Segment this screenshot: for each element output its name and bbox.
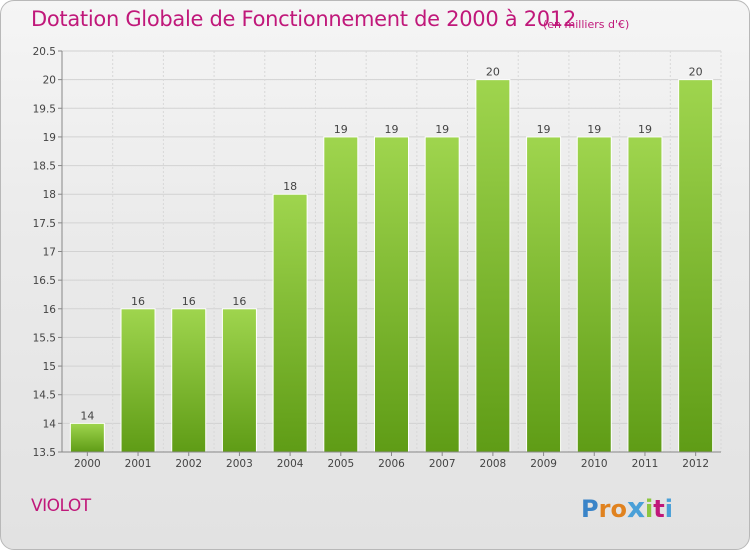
bar-2003	[221, 308, 257, 453]
data-label-2009: 19	[537, 123, 551, 136]
y-tick-label: 14.5	[33, 390, 56, 402]
y-tick-label: 16	[43, 304, 57, 316]
data-label-2012: 20	[689, 66, 703, 79]
data-label-2001: 16	[131, 295, 145, 308]
x-tick-label-2008: 2008	[480, 458, 507, 470]
bar-2010	[576, 136, 612, 453]
bar-2009	[526, 136, 562, 453]
data-label-2004: 18	[283, 180, 297, 193]
data-label-2003: 16	[232, 295, 246, 308]
logo-letter: r	[598, 495, 611, 523]
y-tick-label: 18.5	[33, 161, 56, 173]
bar-2012	[678, 79, 714, 453]
y-tick-label: 14	[43, 418, 57, 430]
commune-name: VIOLOT	[31, 496, 91, 516]
axes	[58, 50, 721, 456]
logo-letter: i	[645, 495, 654, 523]
logo-letter: t	[653, 495, 665, 523]
logo-letter: o	[610, 495, 627, 523]
x-tick-label-2004: 2004	[277, 458, 304, 470]
x-tick-label-2011: 2011	[632, 458, 659, 470]
proxiti-logo: Proxiti	[581, 491, 673, 524]
x-tick-label-2009: 2009	[530, 458, 557, 470]
y-tick-label: 19	[43, 132, 56, 144]
data-label-2006: 19	[385, 123, 399, 136]
data-label-2007: 19	[435, 123, 449, 136]
data-label-2000: 14	[80, 409, 94, 422]
y-tick-label: 19.5	[33, 103, 56, 115]
data-label-2005: 19	[334, 123, 348, 136]
x-tick-label-2002: 2002	[175, 458, 202, 470]
bar-2000	[69, 422, 105, 453]
bar-2007	[424, 136, 460, 453]
y-tick-label: 13.5	[33, 447, 56, 459]
bar-2004	[272, 193, 308, 453]
x-tick-label-2005: 2005	[327, 458, 354, 470]
y-tick-label: 17	[43, 247, 56, 259]
bar-2006	[374, 136, 409, 453]
x-tick-label-2010: 2010	[581, 458, 608, 470]
bar-2002	[171, 308, 207, 453]
x-tick-label-2001: 2001	[125, 458, 152, 470]
unit-note: (en milliers d'€)	[543, 18, 630, 31]
y-tick-label: 20.5	[33, 46, 56, 58]
data-label-2002: 16	[182, 295, 196, 308]
y-tick-label: 17.5	[33, 218, 56, 230]
bar-2008	[475, 79, 511, 453]
logo-letter: i	[664, 495, 673, 523]
y-tick-label: 16.5	[33, 275, 56, 287]
bar-2005	[323, 136, 359, 453]
logo-letter: x	[626, 491, 645, 524]
logo-letter: P	[581, 495, 599, 523]
x-tick-label-2012: 2012	[682, 458, 709, 470]
bar-2001	[120, 308, 156, 453]
labels: 13.5 14 14.5 15 15.5 16 16.5 17 17.5 18 18.5 19 19.5…	[33, 46, 709, 470]
x-tick-label-2000: 2000	[74, 458, 101, 470]
data-label-2011: 19	[638, 123, 652, 136]
x-tick-label-2006: 2006	[378, 458, 405, 470]
data-label-2010: 19	[587, 123, 601, 136]
bars	[69, 79, 714, 453]
chart-title: Dotation Globale de Fonctionnement de 20…	[31, 7, 576, 31]
y-tick-label: 15.5	[33, 332, 56, 344]
x-tick-label-2007: 2007	[429, 458, 456, 470]
bar-2011	[627, 136, 663, 453]
x-tick-label-2003: 2003	[226, 458, 253, 470]
y-tick-label: 18	[43, 189, 56, 201]
data-label-2008: 20	[486, 66, 500, 79]
y-tick-label: 20	[43, 75, 56, 87]
y-tick-label: 15	[43, 361, 56, 373]
